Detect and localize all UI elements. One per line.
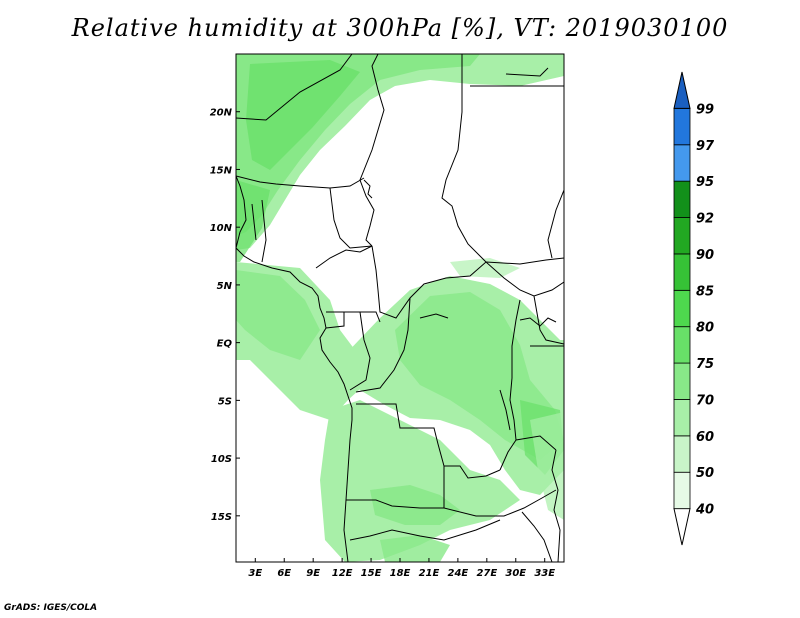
border-line	[315, 245, 373, 269]
border-line	[349, 519, 501, 541]
colorbar-box	[673, 362, 691, 400]
colorbar-level-label: 85	[696, 284, 714, 299]
humidity-area	[246, 60, 360, 170]
humidity-area	[370, 485, 460, 525]
colorbar-box	[673, 326, 691, 364]
border-line	[515, 435, 557, 451]
lat-tick-label: 5N	[217, 281, 233, 292]
border-line	[499, 299, 521, 471]
humidity-area	[320, 400, 520, 562]
colorbar-level-label: 50	[696, 466, 714, 481]
colorbar-box	[673, 253, 691, 291]
latitude-axis: 20N 15N 10N 5N EQ 5S 10S 15S	[210, 108, 240, 523]
border-line	[356, 403, 501, 479]
border-line	[251, 203, 257, 241]
colorbar-level-label: 60	[696, 430, 714, 445]
colorbar-box	[673, 289, 691, 328]
border-line	[533, 295, 564, 345]
border-line	[371, 245, 564, 319]
border-line	[325, 312, 345, 329]
lat-tick-label: 5S	[218, 396, 232, 407]
lon-tick-label: 12E	[332, 568, 353, 579]
colorbar-level-label: 80	[696, 321, 714, 336]
colorbar-level-label: 92	[696, 212, 714, 227]
colorbar-box	[673, 144, 691, 182]
border-line	[236, 175, 247, 249]
lon-tick-label: 9E	[306, 568, 320, 579]
colorbar-level-label: 90	[696, 248, 714, 263]
colorbar-high-triangle	[673, 71, 691, 109]
border-line	[236, 54, 353, 121]
colorbar-box	[673, 180, 691, 218]
border-line	[505, 67, 549, 77]
border-line	[236, 247, 353, 562]
colorbar-box	[673, 435, 691, 473]
border-line	[346, 499, 444, 509]
border-line	[485, 257, 564, 265]
lat-tick-label: 15N	[210, 165, 233, 176]
humidity-area	[380, 535, 450, 562]
border-line	[261, 199, 267, 263]
colorbar-level-label: 99	[696, 102, 714, 117]
colorbar-level-label: 95	[696, 175, 714, 190]
border-line	[521, 511, 553, 562]
colorbar-low-triangle	[673, 508, 691, 546]
lon-tick-label: 15E	[361, 568, 382, 579]
lon-tick-label: 27E	[476, 568, 497, 579]
colorbar-box	[673, 471, 691, 510]
border-line	[547, 189, 564, 259]
lon-tick-label: 30E	[505, 568, 526, 579]
longitude-axis: 3E 6E 9E 12E 15E 18E 21E 24E 27E 30E 33E	[248, 558, 555, 579]
border-line	[363, 179, 373, 199]
lon-tick-label: 21E	[419, 568, 440, 579]
lon-tick-label: 24E	[448, 568, 469, 579]
lat-tick-label: 10N	[210, 223, 233, 234]
colorbar-box	[673, 217, 691, 255]
lat-tick-label: EQ	[217, 339, 233, 350]
credit-label: GrADS: IGES/COLA	[4, 603, 98, 613]
border-line	[329, 187, 373, 249]
humidity-field	[236, 54, 564, 562]
colorbar-level-label: 97	[696, 139, 715, 154]
colorbar-level-label: 70	[696, 393, 714, 408]
lon-tick-label: 18E	[390, 568, 411, 579]
chart-title: Relative humidity at 300hPa [%], VT: 201…	[71, 14, 729, 42]
humidity-area	[530, 412, 564, 520]
border-line	[355, 297, 411, 393]
border-line	[519, 317, 557, 327]
lon-tick-label: 3E	[248, 568, 262, 579]
lat-tick-label: 15S	[211, 512, 232, 523]
colorbar-box	[673, 399, 691, 437]
colorbar-level-label: 40	[695, 503, 714, 518]
border-line	[499, 389, 511, 431]
lat-tick-label: 10S	[211, 454, 232, 465]
country-borders	[236, 54, 564, 562]
border-line	[551, 449, 561, 562]
colorbar-box	[673, 107, 691, 146]
lon-tick-label: 6E	[277, 568, 291, 579]
colorbar-level-label: 75	[696, 357, 714, 372]
border-line	[236, 175, 365, 189]
border-line	[441, 54, 487, 263]
border-line	[419, 313, 449, 319]
border-line	[326, 311, 381, 323]
border-line	[349, 311, 371, 391]
lon-tick-label: 33E	[534, 568, 555, 579]
lat-tick-label: 20N	[210, 108, 233, 119]
colorbar: 40 50 60 70 75 80 85 90 92 95 97 99	[673, 71, 715, 546]
humidity-area	[236, 270, 320, 360]
